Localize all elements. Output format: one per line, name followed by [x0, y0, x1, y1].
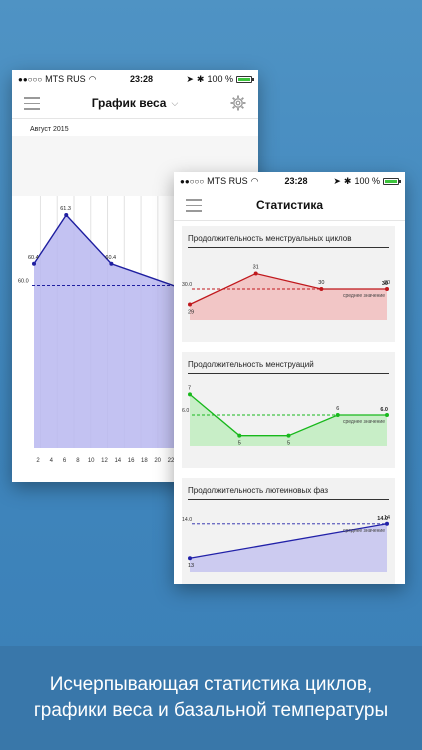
- average-label: 60.0: [18, 278, 29, 284]
- card-title: Продолжительность менструаций: [188, 352, 389, 374]
- weight-point: [32, 261, 36, 266]
- page-title[interactable]: График веса: [91, 96, 167, 110]
- point-label: 29: [188, 310, 194, 316]
- period-length-card[interactable]: Продолжительность менструаций 6.0 среднее…: [182, 352, 395, 468]
- series-point: [237, 433, 242, 438]
- luteal-phase-card[interactable]: Продолжительность лютеиновых фаз 14.0 сре…: [182, 478, 395, 584]
- wifi-icon: ◠: [88, 73, 97, 84]
- x-tick-label: 6: [63, 458, 67, 464]
- statistics-screen: ●●○○○ MTS RUS ◠ 23:28 ➤ ✱ 100 % Статисти…: [174, 172, 405, 584]
- bluetooth-icon: ✱: [343, 175, 352, 186]
- series-line: [189, 523, 388, 559]
- menu-icon[interactable]: [24, 97, 40, 110]
- series-point: [286, 433, 291, 438]
- average-caption: среднее значение: [343, 419, 385, 425]
- series-area: [190, 394, 387, 446]
- battery-percent: 100 %: [354, 176, 380, 186]
- weight-point: [109, 261, 114, 266]
- point-label: 6: [336, 406, 339, 412]
- gear-icon[interactable]: [230, 95, 246, 111]
- clock: 23:28: [284, 176, 308, 186]
- nav-bar: Статистика: [174, 190, 405, 221]
- battery-icon: [236, 75, 254, 83]
- end-value-label: 14.0: [377, 516, 388, 522]
- average-caption: среднее значение: [343, 528, 385, 534]
- x-tick-label: 12: [101, 458, 108, 464]
- point-label: 14: [384, 515, 390, 521]
- point-label: 31: [253, 265, 259, 271]
- weight-point-label: 61.3: [60, 206, 71, 212]
- wifi-icon: ◠: [250, 175, 259, 186]
- signal-icon: ●●○○○: [180, 176, 205, 186]
- point-label: 5: [287, 441, 290, 447]
- x-tick-label: 16: [128, 458, 135, 464]
- battery-percent: 100 %: [207, 74, 233, 84]
- x-tick-label: 2: [36, 458, 40, 464]
- series-area: [190, 523, 387, 572]
- clock: 23:28: [129, 74, 153, 84]
- cycle-length-card[interactable]: Продолжительность менструальных циклов 3…: [182, 226, 395, 342]
- series-point: [188, 556, 192, 561]
- end-value-label: 6.0: [380, 407, 388, 413]
- x-tick-label: 8: [76, 458, 80, 464]
- x-tick-label: 14: [114, 458, 121, 464]
- series-point: [335, 413, 340, 417]
- x-tick-label: 22: [168, 458, 175, 464]
- caption-band: Исчерпывающая статистика циклов, графики…: [0, 646, 422, 750]
- promo-caption: Исчерпывающая статистика циклов, графики…: [33, 674, 389, 721]
- carrier-label: MTS RUS: [207, 176, 248, 186]
- series-point: [385, 413, 389, 417]
- series-point: [188, 302, 192, 307]
- period-length-chart: 6.0 среднее значение 7 5 5 6 6.0: [182, 385, 389, 447]
- carrier-label: MTS RUS: [45, 74, 86, 84]
- series-area: [190, 273, 387, 320]
- series-point: [188, 392, 192, 397]
- series-point: [385, 521, 389, 526]
- average-caption: среднее значение: [343, 293, 385, 299]
- weight-point-label: 60.4: [105, 255, 116, 261]
- card-title: Продолжительность лютеиновых фаз: [188, 478, 389, 500]
- page-title: Статистика: [255, 198, 324, 212]
- series-point: [385, 287, 389, 291]
- menu-icon[interactable]: [186, 199, 202, 212]
- point-label: 7: [188, 385, 191, 391]
- card-title: Продолжительность менструальных циклов: [188, 226, 389, 248]
- battery-icon: [383, 177, 401, 185]
- x-tick-label: 18: [141, 458, 148, 464]
- bluetooth-icon: ✱: [196, 73, 205, 84]
- month-label: Август 2015: [30, 126, 69, 133]
- series-point: [253, 271, 258, 276]
- weight-point-label: 60.4: [28, 255, 39, 261]
- x-tick-label: 4: [50, 458, 54, 464]
- chevron-down-icon[interactable]: ⌵: [171, 97, 179, 108]
- status-bar: ●●○○○ MTS RUS ◠ 23:28 ➤ ✱ 100 %: [12, 70, 258, 88]
- end-value-label: 30: [382, 281, 388, 287]
- nav-bar: График веса ⌵: [12, 88, 258, 119]
- location-icon: ➤: [333, 175, 341, 186]
- average-label: 14.0: [182, 517, 192, 523]
- point-label: 5: [238, 441, 241, 447]
- location-icon: ➤: [186, 73, 194, 84]
- point-label: 30: [384, 280, 390, 286]
- average-label: 6.0: [182, 408, 189, 414]
- signal-icon: ●●○○○: [18, 74, 43, 84]
- point-label: 30: [318, 280, 324, 286]
- series-point: [319, 287, 324, 291]
- x-tick-label: 10: [88, 458, 95, 464]
- x-tick-label: 20: [154, 458, 161, 464]
- average-label: 30.0: [182, 282, 192, 288]
- status-bar: ●●○○○ MTS RUS ◠ 23:28 ➤ ✱ 100 %: [174, 172, 405, 190]
- weight-point: [64, 213, 69, 218]
- point-label: 13: [188, 563, 194, 569]
